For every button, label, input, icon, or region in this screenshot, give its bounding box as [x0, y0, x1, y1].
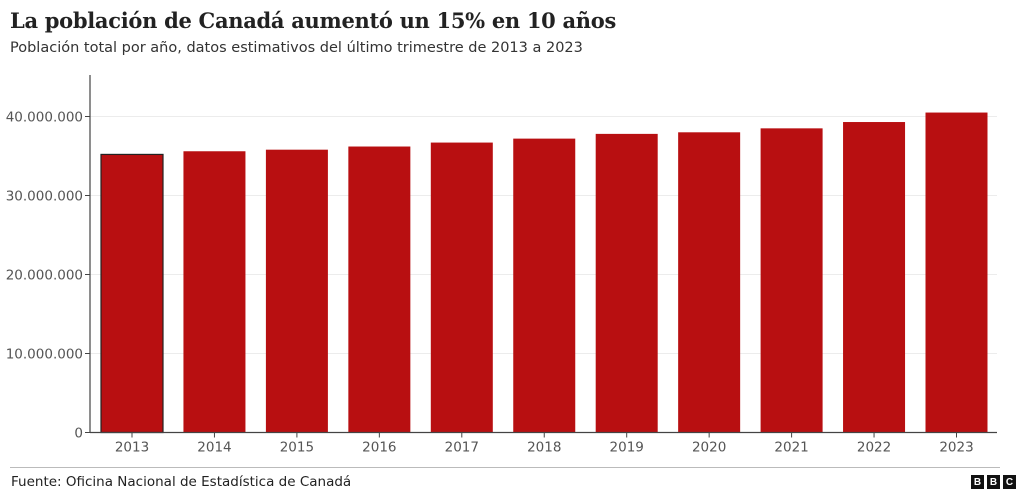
bar-2013 [100, 153, 164, 434]
bar-2018 [513, 138, 576, 433]
y-tick-label: 30.000.000 [6, 189, 83, 205]
chart-title: La población de Canadá aumentó un 15% en… [10, 8, 617, 33]
y-tick-labels: 0 10.000.000 20.000.000 30.000.000 40.000.00… [6, 110, 83, 442]
bbc-logo-letter: C [1003, 475, 1016, 489]
bar-2014 [183, 151, 246, 433]
bar-2020 [678, 132, 741, 433]
bar-2019 [595, 133, 658, 433]
axes [85, 75, 997, 438]
x-tick-labels: 2013 2014 2015 2016 2017 2018 2019 2020 2021 2022… [115, 440, 974, 456]
y-tick-label: 10.000.000 [6, 347, 83, 363]
source-note: Fuente: Oficina Nacional de Estadística … [11, 474, 352, 490]
x-tick-label: 2020 [692, 440, 726, 456]
bbc-logo: B B C [971, 475, 1016, 489]
bbc-logo-letter: B [971, 475, 984, 489]
x-tick-label: 2017 [445, 440, 479, 456]
bar-2016 [348, 146, 411, 433]
bar-2017 [430, 142, 493, 433]
bar-2021 [760, 128, 823, 433]
bars [100, 112, 988, 434]
bar-chart: 0 10.000.000 20.000.000 30.000.000 40.000.00… [6, 75, 997, 456]
x-tick-label: 2019 [610, 440, 644, 456]
bbc-logo-letter: B [987, 475, 1000, 489]
bar-2015 [265, 149, 328, 433]
y-tick-label: 40.000.000 [6, 110, 83, 126]
x-tick-label: 2022 [857, 440, 891, 456]
x-tick-label: 2013 [115, 440, 149, 456]
x-tick-label: 2015 [280, 440, 314, 456]
x-tick-label: 2016 [362, 440, 396, 456]
y-tick-label: 20.000.000 [6, 268, 83, 284]
x-tick-label: 2018 [527, 440, 561, 456]
footer-divider [10, 467, 1000, 468]
y-tick-label: 0 [74, 426, 83, 442]
x-tick-label: 2023 [939, 440, 973, 456]
bar-2022 [843, 122, 906, 433]
bar-2023 [925, 112, 988, 433]
chart-subtitle: Población total por año, datos estimativ… [10, 40, 583, 56]
x-tick-label: 2021 [774, 440, 808, 456]
x-tick-label: 2014 [197, 440, 231, 456]
